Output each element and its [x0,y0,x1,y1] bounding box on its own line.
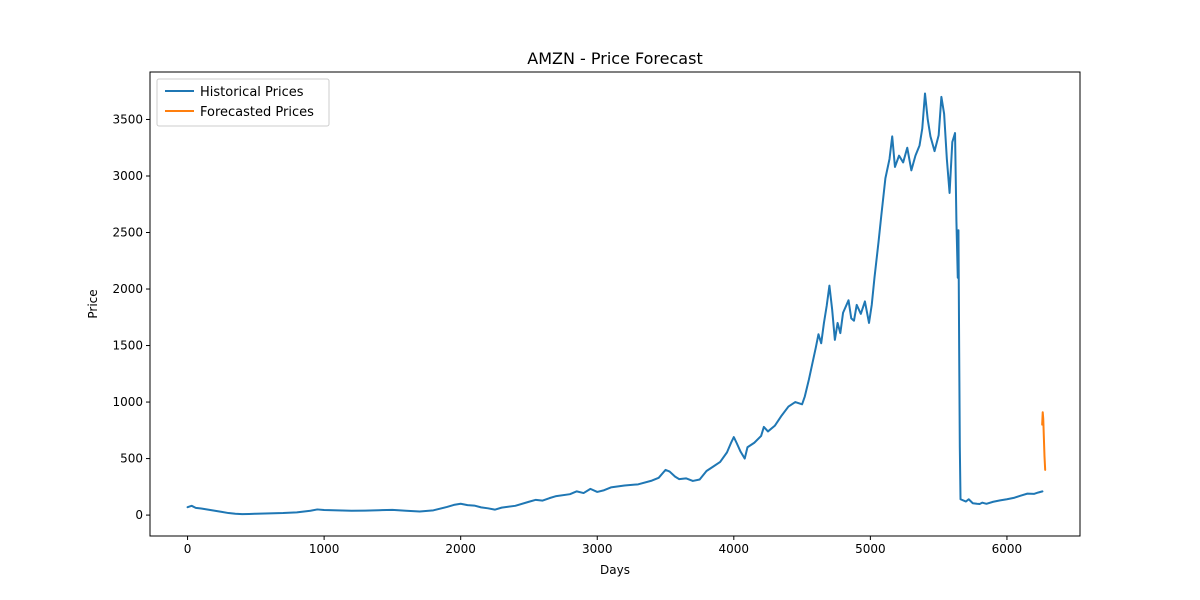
y-axis-label: Price [86,289,100,318]
y-tick-label-6: 3000 [112,169,143,183]
tick-layer: 0 1000 2000 3000 4000 5000 6000 0 500 1000 1500 200… [112,112,1022,556]
y-tick-label-1: 500 [120,452,143,466]
y-tick-label-4: 2000 [112,282,143,296]
x-tick-label-6: 6000 [992,542,1023,556]
x-tick-label-5: 5000 [855,542,886,556]
legend-label-forecast: Forecasted Prices [200,105,314,120]
x-tick-label-4: 4000 [719,542,750,556]
y-tick-label-5: 2500 [112,226,143,240]
historical-prices-line [186,92,1044,516]
x-tick-label-3: 3000 [582,542,613,556]
x-tick-label-2: 2000 [445,542,476,556]
legend-box [156,78,330,127]
y-tick-label-2: 1000 [112,395,143,409]
forecasted-prices-line [1041,411,1047,471]
plot-frame [149,71,1081,537]
legend: Historical Prices Forecasted Prices [156,78,330,127]
y-tick-label-0: 0 [135,508,143,522]
chart-title: AMZN - Price Forecast [527,49,702,68]
legend-label-historical: Historical Prices [200,85,304,100]
x-axis-label: Days [600,563,630,577]
y-tick-label-7: 3500 [112,112,143,126]
plot-layer [186,92,1047,516]
x-tick-label-0: 0 [184,542,192,556]
x-tick-label-1: 1000 [309,542,340,556]
y-tick-label-3: 1500 [112,339,143,353]
